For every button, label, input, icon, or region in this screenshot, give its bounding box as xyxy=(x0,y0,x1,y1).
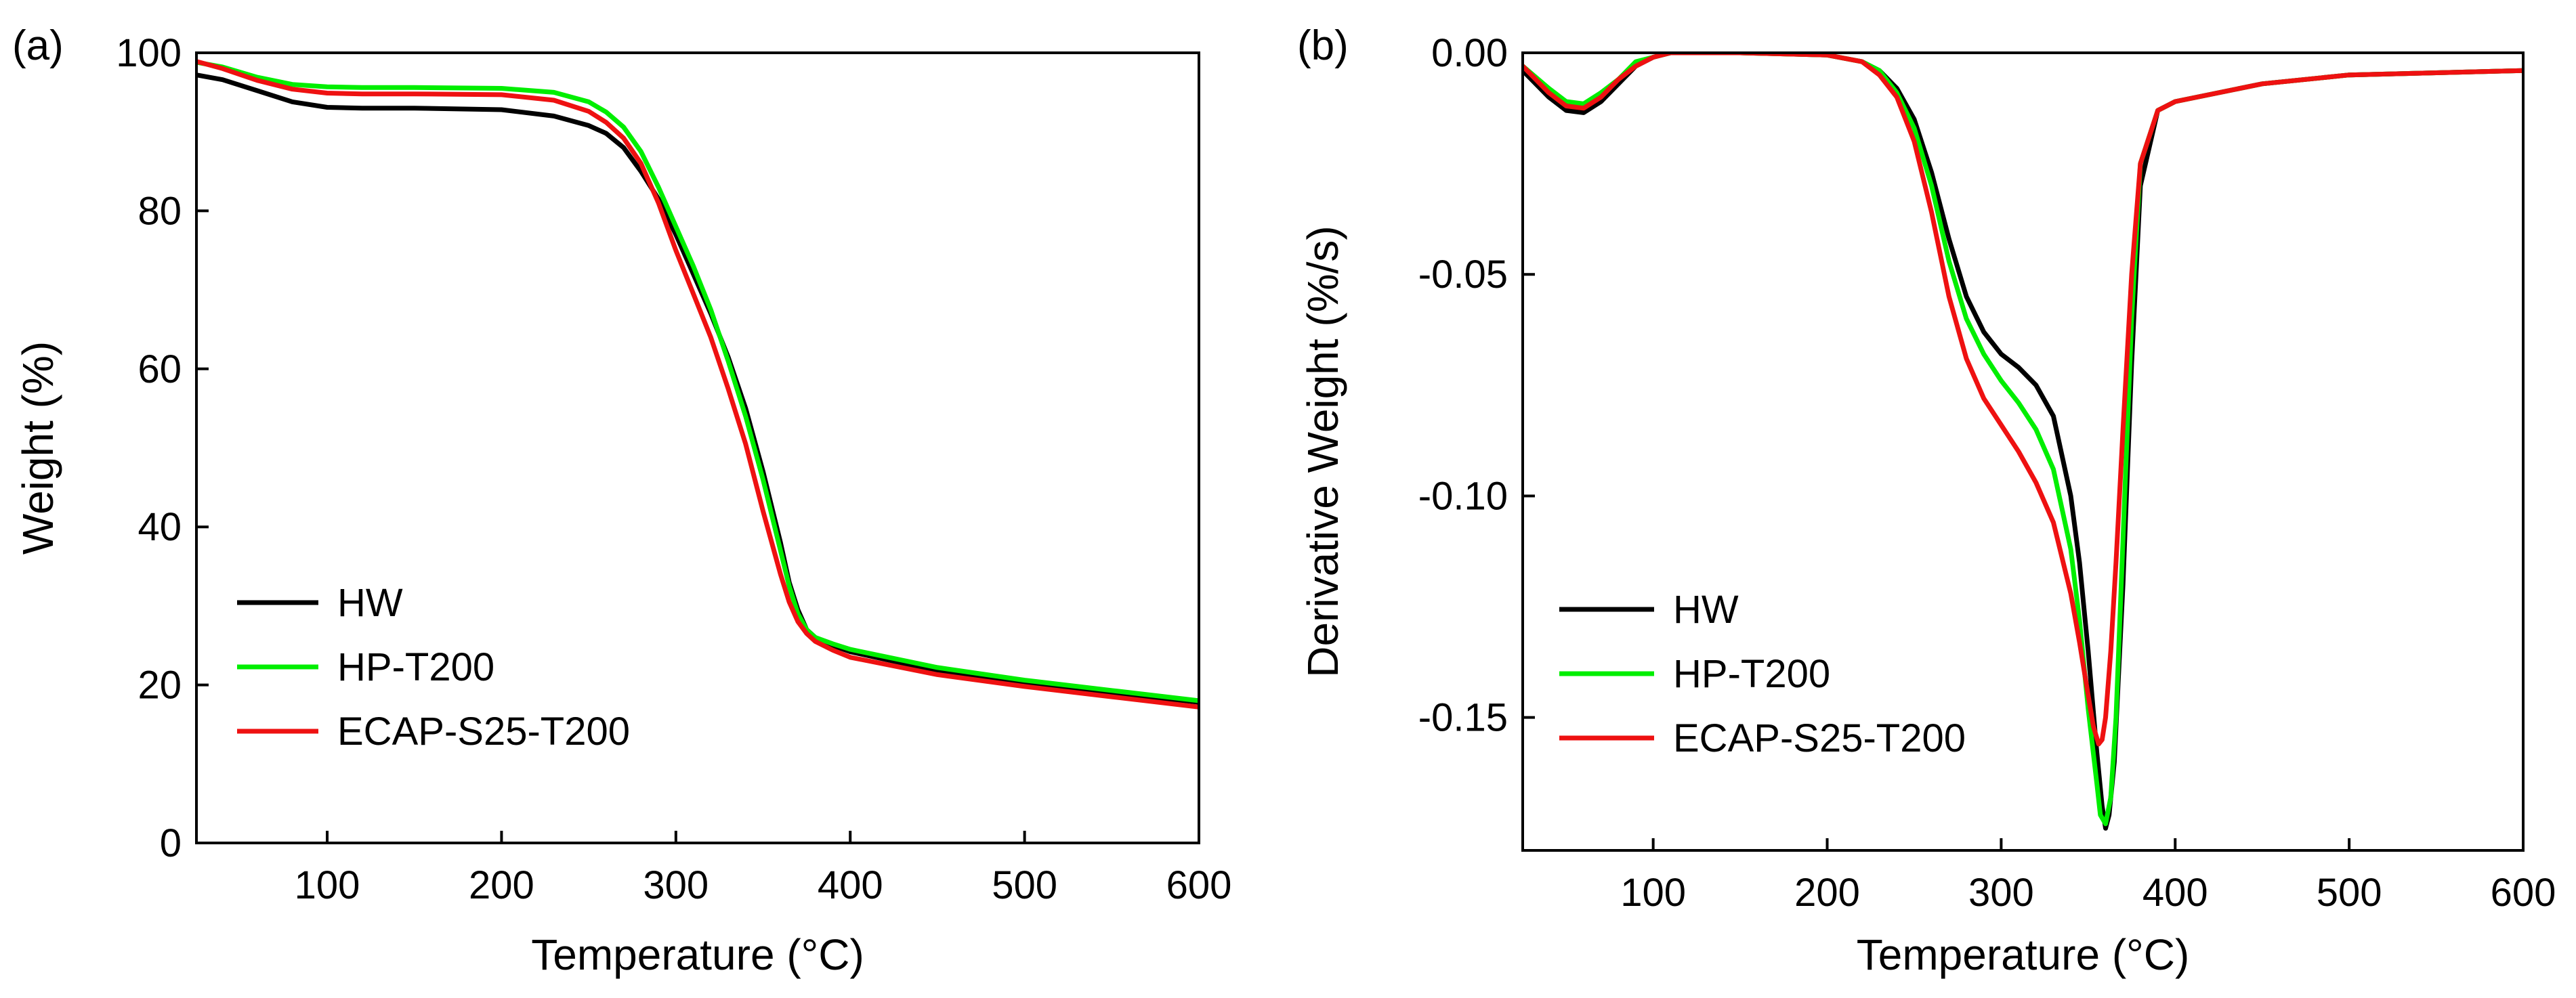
x-tick-label: 200 xyxy=(1794,871,1860,915)
legend-label: ECAP-S25-T200 xyxy=(1673,716,1966,760)
x-axis-title: Temperature (°C) xyxy=(531,930,864,979)
x-tick-label: 500 xyxy=(2317,871,2382,915)
x-tick-label: 400 xyxy=(818,863,883,907)
x-tick-label: 100 xyxy=(295,863,360,907)
x-tick-label: 200 xyxy=(469,863,534,907)
plot-frame xyxy=(1521,51,2525,852)
y-tick-label: 0 xyxy=(160,821,182,865)
panel-b-chart: 100 200 300 400 500 600 0.00 -0.05 -0.10 -0.15 Tem… xyxy=(1297,22,2556,979)
y-tick-label: 40 xyxy=(138,505,182,549)
x-tick-label: 300 xyxy=(1968,871,2034,915)
y-axis-title: Derivative Weight (%/s) xyxy=(1298,225,1347,677)
y-tick-label: 0.00 xyxy=(1431,31,1508,75)
x-axis-title: Temperature (°C) xyxy=(1857,930,2190,979)
panel-label: (a) xyxy=(12,22,64,69)
legend-label: HP-T200 xyxy=(1673,652,1830,696)
series-line-ecap-s25-t200 xyxy=(1523,53,2523,747)
legend-label: HW xyxy=(1673,588,1739,632)
x-tick-label: 500 xyxy=(992,863,1057,907)
legend-label: HW xyxy=(337,581,403,625)
x-tick-label: 400 xyxy=(2142,871,2208,915)
panel-a-chart: 100 200 300 400 500 600 0 20 40 60 80 100 Temperatur… xyxy=(12,22,1231,979)
legend: HW HP-T200 ECAP-S25-T200 xyxy=(1559,588,1966,760)
x-tick-label: 100 xyxy=(1620,871,1686,915)
series-line-hp-t200 xyxy=(196,60,1199,703)
y-tick-label: 100 xyxy=(116,31,182,75)
x-tick-label: 600 xyxy=(1166,863,1232,907)
plot-frame xyxy=(195,51,1200,844)
y-tick-label: -0.05 xyxy=(1418,253,1508,297)
y-tick-label: 80 xyxy=(138,189,182,233)
series-lines xyxy=(196,59,1199,710)
y-tick-label: -0.15 xyxy=(1418,696,1508,740)
series-lines xyxy=(1523,53,2523,831)
series-line-hw xyxy=(1523,53,2523,831)
legend: HW HP-T200 ECAP-S25-T200 xyxy=(237,581,630,754)
y-tick-label: -0.10 xyxy=(1418,474,1508,518)
y-tick-label: 60 xyxy=(138,347,182,391)
series-line-ecap-s25-t200 xyxy=(196,59,1199,710)
y-tick-label: 20 xyxy=(138,664,182,708)
panel-label: (b) xyxy=(1297,22,1349,69)
legend-label: ECAP-S25-T200 xyxy=(337,710,630,754)
x-tick-label: 300 xyxy=(643,863,709,907)
series-line-hp-t200 xyxy=(1523,53,2523,827)
y-axis-title: Weight (%) xyxy=(14,341,62,555)
x-tick-label: 600 xyxy=(2491,871,2556,915)
legend-label: HP-T200 xyxy=(337,645,494,689)
